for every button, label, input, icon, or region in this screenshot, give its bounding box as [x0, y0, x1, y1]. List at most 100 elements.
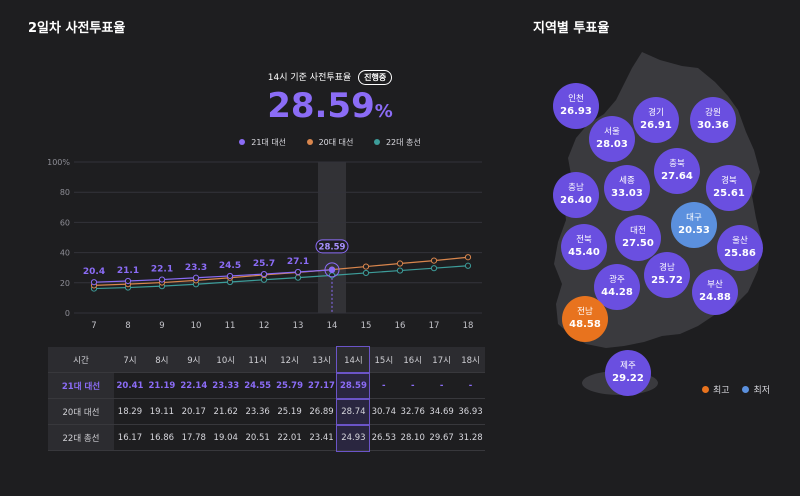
table-cell: 26.89: [305, 398, 338, 425]
series-point: [260, 270, 268, 278]
region-bubble[interactable]: 경남 25.72: [644, 252, 690, 298]
table-cell: 19.11: [145, 398, 178, 425]
series-point: [158, 276, 166, 283]
region-bubble[interactable]: 경기 26.91: [633, 97, 679, 143]
table-hour-header: 14시: [336, 346, 371, 374]
status-badge: 진행중: [358, 70, 393, 85]
region-bubble[interactable]: 전남 48.58: [562, 296, 608, 342]
table-cell: 21.19: [145, 372, 178, 399]
region-rate: 24.88: [699, 292, 731, 303]
region-name: 경기: [648, 108, 664, 118]
x-tick-label: 10: [191, 321, 202, 331]
table-cell: -: [427, 372, 457, 399]
table-cell: 24.93: [336, 423, 371, 452]
chart-legend: 21대 대선 20대 대선 22대 총선: [140, 137, 520, 148]
region-bubble[interactable]: 인천 26.93: [553, 83, 599, 129]
legend-item-20-president[interactable]: 20대 대선: [306, 138, 353, 147]
region-name: 경북: [721, 176, 737, 186]
region-rate: 48.58: [569, 319, 601, 330]
region-name: 제주: [620, 361, 636, 371]
legend-highest-label: 최고: [713, 386, 730, 396]
legend-dot: [306, 139, 313, 145]
table-cell: 31.28: [456, 424, 485, 451]
region-bubble[interactable]: 대전 27.50: [615, 215, 661, 261]
legend-highest: 최고: [702, 386, 730, 396]
region-bubble[interactable]: 제주 29.22: [605, 350, 651, 396]
region-name: 경남: [659, 263, 675, 273]
x-tick-label: 8: [125, 321, 130, 331]
region-section-title: 지역별 투표율: [533, 21, 610, 36]
region-name: 대전: [630, 226, 646, 236]
table-cell: 18.29: [114, 398, 146, 425]
region-name: 인천: [568, 94, 584, 104]
region-rate: 44.28: [601, 287, 633, 298]
region-name: 서울: [604, 127, 620, 137]
region-rate: 45.40: [568, 247, 600, 258]
table-cell: 34.69: [427, 398, 457, 425]
current-point-ring: [324, 262, 340, 278]
series-point: [396, 260, 404, 267]
region-bubble[interactable]: 서울 28.03: [589, 116, 635, 162]
table-cell: 23.33: [209, 372, 242, 399]
series-line: [93, 256, 469, 286]
current-value-bubble: [315, 239, 349, 254]
region-bubble[interactable]: 세종 33.03: [604, 165, 650, 211]
point-value-label: 25.7: [253, 259, 275, 269]
table-cell: 20.17: [177, 398, 210, 425]
region-bubble[interactable]: 충남 26.40: [553, 172, 599, 218]
rate-subtitle: 14시 기준 사전투표율: [267, 73, 352, 83]
highest-dot: [702, 386, 709, 393]
region-name: 충북: [669, 159, 685, 169]
current-value-label: 28.59: [319, 242, 346, 252]
x-tick-label: 15: [361, 321, 372, 331]
x-tick-label: 13: [293, 321, 304, 331]
region-bubble[interactable]: 부산 24.88: [692, 269, 738, 315]
series-point: [430, 265, 438, 272]
legend-label: 21대 대선: [251, 138, 287, 147]
region-bubble[interactable]: 경북 25.61: [706, 165, 752, 211]
y-tick-label: 60: [60, 218, 70, 227]
region-name: 충남: [568, 183, 584, 193]
region-bubble[interactable]: 전북 45.40: [561, 224, 607, 270]
table-row: 21대 대선 20.41 21.19 22.14 23.33 24.55 25.79 27.1…: [48, 371, 485, 400]
legend-lowest: 최저: [742, 386, 770, 396]
region-name: 광주: [609, 275, 625, 285]
region-rate: 26.91: [640, 120, 672, 131]
table-corner-cell: 시간: [48, 347, 114, 373]
table-row: 20대 대선 18.29 19.11 20.17 21.62 23.36 25.19 26.8…: [48, 397, 485, 426]
series-point: [362, 263, 370, 270]
legend-label: 22대 총선: [385, 138, 421, 147]
region-bubble[interactable]: 충북 27.64: [654, 148, 700, 194]
series-point: [294, 268, 302, 276]
current-rate-unit: %: [374, 101, 393, 122]
region-bubble[interactable]: 대구 20.53: [671, 202, 717, 248]
legend-item-21-president[interactable]: 21대 대선: [239, 138, 286, 147]
table-cell: 25.19: [273, 398, 306, 425]
table-cell: -: [456, 372, 485, 399]
region-bubble[interactable]: 강원 30.36: [690, 97, 736, 143]
table-header-row: 시간 7시 8시 9시 10시 11시 12시 13시 14시 15시 16시 17시 18시: [48, 346, 485, 374]
table-cell: 23.36: [241, 398, 274, 425]
region-bubble[interactable]: 울산 25.86: [717, 225, 763, 271]
table-cell: 17.78: [177, 424, 210, 451]
point-value-label: 24.5: [219, 261, 241, 271]
table-cell: 30.74: [369, 398, 399, 425]
region-rate: 30.36: [697, 120, 729, 131]
turnout-line-chart: 0 20 40 60 80 100% 7 8 9 10 11 12 13 14 15 16 17 18 20.4 21…: [47, 158, 482, 331]
table-hour-header: 10시: [209, 347, 242, 373]
legend-dot: [239, 139, 246, 145]
region-rate: 25.61: [713, 188, 745, 199]
series-point: [192, 274, 200, 281]
series-point: [396, 267, 404, 274]
y-tick-label: 80: [60, 188, 70, 197]
lowest-dot: [742, 386, 750, 393]
table-cell: 29.67: [427, 424, 457, 451]
series-point: [464, 254, 472, 261]
legend-item-22-general[interactable]: 22대 총선: [373, 138, 421, 147]
table-cell: 36.93: [456, 398, 485, 425]
x-tick-label: 7: [91, 321, 96, 331]
region-rate: 26.93: [560, 106, 592, 117]
table-row-label: 22대 총선: [48, 424, 114, 451]
current-hour-highlight: [318, 162, 346, 313]
turnout-table: 시간 7시 8시 9시 10시 11시 12시 13시 14시 15시 16시 17시 18시 21대 대…: [48, 346, 485, 452]
